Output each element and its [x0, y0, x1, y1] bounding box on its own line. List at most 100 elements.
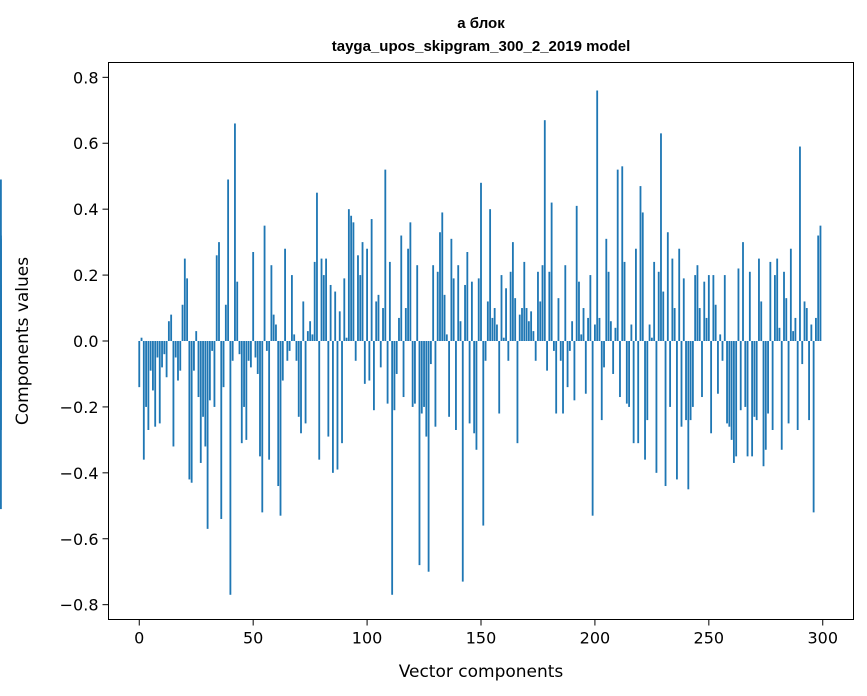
bar-278	[771, 341, 774, 430]
bar-130	[434, 341, 437, 427]
bar-168	[521, 308, 523, 341]
bar-186	[562, 341, 564, 414]
bar-152	[484, 341, 487, 361]
bar-287	[792, 331, 795, 341]
bar-240	[685, 341, 687, 421]
bar-21	[186, 278, 189, 341]
bar-185	[559, 341, 562, 361]
bar-117	[404, 308, 407, 341]
bar-274	[762, 341, 765, 467]
bar-40	[229, 341, 232, 595]
bar-254	[717, 341, 719, 394]
bar-153	[486, 301, 489, 341]
bar-243	[691, 341, 694, 407]
bar-82	[325, 258, 327, 341]
bar-138	[452, 278, 455, 341]
bar-99	[363, 341, 366, 384]
bar-150	[480, 182, 482, 341]
bar-44	[238, 341, 241, 355]
bar-51	[254, 341, 257, 358]
bar-263	[737, 268, 740, 341]
bar-135	[445, 334, 448, 341]
bar-214	[625, 341, 628, 404]
bar-7	[154, 341, 157, 427]
y-tick-label: 0.2	[73, 266, 98, 285]
bar-180	[548, 271, 551, 341]
bar-250	[707, 275, 710, 341]
bar-59	[272, 314, 275, 341]
bar-10	[161, 341, 163, 368]
bar-295	[810, 324, 813, 341]
bar-232	[666, 232, 669, 341]
bar-234	[671, 258, 674, 341]
y-tick-label: −0.6	[60, 530, 99, 549]
bar-91	[345, 337, 348, 341]
bar-94	[352, 222, 355, 341]
bar-97	[359, 275, 362, 341]
bar-15	[172, 341, 175, 447]
bar-159	[500, 275, 503, 341]
bar-255	[719, 334, 722, 341]
bar-23	[190, 341, 193, 483]
bar-198	[589, 275, 592, 341]
bar-204	[603, 341, 605, 368]
bar-88	[338, 311, 341, 341]
bar-239	[682, 278, 685, 341]
bar-87	[336, 341, 339, 470]
bar-74	[306, 331, 309, 341]
bar-5	[149, 341, 152, 371]
bar-178	[543, 120, 546, 342]
bar-98	[361, 242, 364, 341]
bar-131	[436, 271, 439, 341]
bar-121	[414, 341, 416, 404]
bar-242	[689, 341, 692, 421]
bar-160	[502, 337, 505, 341]
bar-103	[373, 341, 375, 411]
bar-102	[370, 219, 373, 341]
bar-229	[660, 133, 662, 341]
bar-181	[550, 202, 553, 341]
bar-136	[448, 341, 451, 417]
bar-210	[616, 169, 619, 341]
bar-113	[395, 341, 398, 374]
bar-46	[243, 341, 245, 407]
bar-6	[152, 341, 154, 391]
bar-96	[357, 255, 359, 341]
bar-266	[744, 341, 747, 407]
bar-2	[142, 341, 145, 460]
bar-184	[557, 298, 560, 341]
bar-293	[805, 308, 808, 341]
bar-78	[316, 192, 318, 341]
bar-148	[475, 341, 478, 450]
bar-143	[464, 284, 466, 341]
x-tick-label: 150	[466, 629, 497, 648]
bar-69	[295, 341, 298, 361]
bar-248	[703, 281, 706, 341]
bar-66	[288, 341, 291, 351]
y-tick-label: 0.4	[73, 200, 98, 219]
bar-201	[596, 90, 599, 341]
bar-277	[769, 261, 772, 341]
bar-42	[234, 123, 236, 341]
bar-undefined	[0, 327, 2, 341]
bar-61	[277, 341, 280, 487]
bar-35	[218, 242, 220, 341]
bar-208	[612, 341, 615, 374]
bar-269	[751, 341, 754, 457]
bar-298	[817, 235, 820, 341]
bar-26	[197, 341, 200, 398]
bar-48	[247, 341, 250, 361]
bar-174	[534, 341, 537, 361]
bar-288	[794, 317, 797, 341]
bar-247	[701, 341, 703, 398]
bar-1	[140, 337, 143, 341]
bar-9	[158, 341, 161, 424]
bar-297	[815, 317, 817, 341]
bar-251	[710, 341, 713, 434]
bar-283	[783, 271, 785, 341]
bar-122	[416, 265, 419, 341]
bar-245	[696, 265, 699, 341]
bar-212	[621, 166, 624, 341]
bar-20	[183, 258, 186, 341]
bar-16	[174, 341, 177, 358]
